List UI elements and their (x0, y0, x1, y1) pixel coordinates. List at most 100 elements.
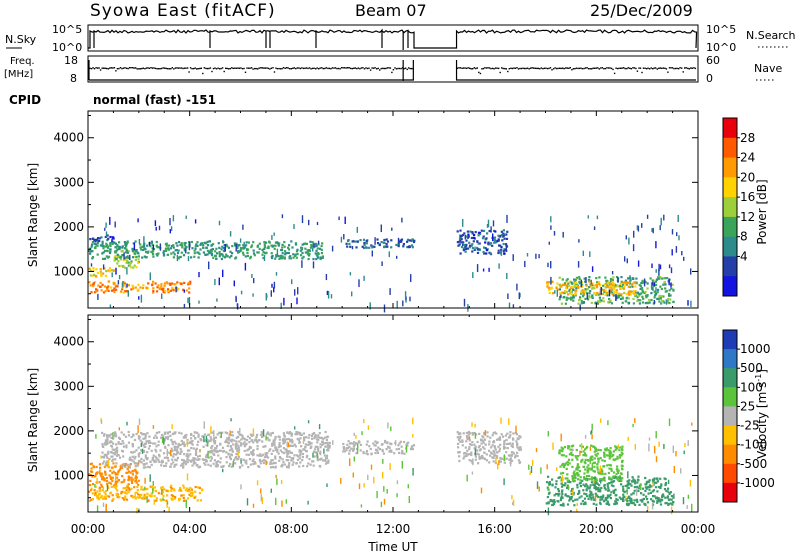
velocity-cell (196, 486, 200, 489)
velocity-cell (177, 444, 180, 447)
power-cell (591, 287, 594, 290)
power-cell (568, 289, 571, 292)
velocity-cell (581, 458, 584, 461)
velocity-cell (229, 430, 231, 435)
power-cell (490, 226, 492, 233)
velocity-cell (579, 450, 582, 453)
power-cell (109, 248, 112, 251)
power-cell (283, 241, 286, 244)
velocity-cell (668, 418, 671, 426)
velocity-cell (473, 431, 476, 435)
power-cell (477, 242, 480, 245)
nave-point (674, 67, 677, 70)
nave-point (386, 67, 388, 69)
power-cell (338, 216, 340, 221)
velocity-cell (171, 443, 174, 446)
power-cell (196, 241, 199, 244)
velocity-cell (474, 455, 477, 458)
velocity-cell (599, 488, 602, 492)
velocity-cell (219, 449, 222, 452)
nave-point (293, 67, 295, 69)
velocity-cell (180, 432, 183, 435)
power-cell (238, 244, 241, 247)
power-cell (295, 256, 298, 259)
nave-point (374, 67, 376, 69)
power-cell (307, 251, 310, 254)
velocity-cell (629, 482, 632, 486)
nave-point (194, 67, 196, 69)
velocity-cell (626, 486, 628, 495)
velocity-cell (489, 451, 492, 454)
velocity-cell (154, 460, 157, 463)
velocity-cell (276, 448, 279, 451)
velocity-cell (567, 485, 570, 491)
velocity-cell (214, 447, 217, 450)
power-cell (115, 246, 118, 249)
velocity-cell (579, 476, 582, 479)
velocity-cell (390, 449, 393, 452)
velocity-cell (645, 487, 648, 490)
power-cell (565, 284, 569, 287)
velocity-cell (191, 443, 194, 446)
power-cell (500, 248, 503, 251)
power-cell (546, 281, 549, 284)
velocity-cell (599, 478, 602, 481)
power-cell (609, 299, 612, 302)
velocity-cell (483, 431, 486, 434)
velocity-cell (610, 478, 613, 481)
nave-point (638, 67, 640, 69)
power-cell (104, 249, 107, 253)
velocity-cell (616, 465, 619, 468)
power-cell (574, 281, 577, 284)
velocity-cell (278, 456, 282, 459)
velocity-cell (222, 465, 225, 468)
velocity-cell (604, 498, 607, 501)
power-cell (580, 290, 583, 293)
velocity-cell (112, 432, 115, 440)
velocity-cell (586, 486, 589, 489)
velocity-cell (277, 435, 280, 438)
velocity-cell (497, 437, 500, 440)
nave-point (325, 67, 327, 69)
power-cell (253, 254, 256, 257)
nave-point (661, 67, 663, 69)
velocity-cell (244, 461, 247, 464)
power-cell (502, 250, 505, 253)
velocity-cell (560, 446, 563, 449)
power-cell (270, 290, 272, 297)
velocity-cell (606, 500, 609, 503)
velocity-cell (559, 504, 562, 507)
velocity-cell (110, 444, 113, 447)
power-cell (560, 302, 563, 305)
power-cell (292, 253, 295, 256)
colorbar-label: 500 (740, 361, 763, 375)
nave-point (685, 67, 687, 69)
power-cell (315, 253, 318, 256)
velocity-cell (98, 463, 101, 466)
power-cell (161, 293, 163, 299)
power-cell (503, 237, 506, 240)
power-cell (234, 244, 237, 247)
velocity-cell (309, 446, 312, 449)
velocity-cell (663, 444, 665, 449)
velocity-cell (355, 435, 357, 439)
velocity-cell (612, 450, 615, 453)
velocity-cell (614, 488, 617, 491)
velocity-cell (108, 434, 111, 437)
velocity-cell (644, 476, 647, 480)
velocity-cell (353, 456, 355, 462)
nave-point (658, 67, 660, 69)
power-cell (402, 245, 405, 248)
velocity-cell (655, 496, 658, 499)
power-cell (487, 243, 490, 246)
velocity-cell (236, 447, 239, 450)
power-cell (311, 241, 314, 244)
power-cell (383, 246, 386, 249)
velocity-cell (238, 433, 241, 436)
velocity-cell (499, 438, 502, 441)
velocity-cell (90, 467, 93, 470)
power-cell (114, 254, 117, 258)
velocity-cell (128, 476, 131, 480)
velocity-cell (214, 439, 217, 443)
power-cell (560, 291, 563, 295)
